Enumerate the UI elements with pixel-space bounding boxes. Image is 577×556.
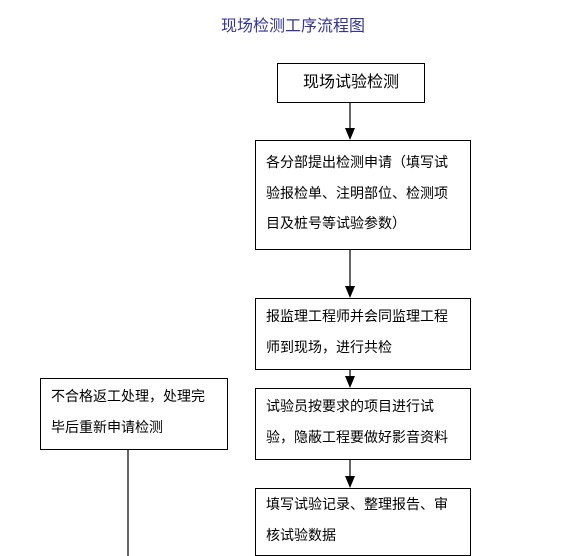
flow-node-label: 各分部提出检测申请（填写试验报检单、注明部位、检测项目及桩号等试验参数） — [266, 149, 460, 241]
flow-node-n5: 填写试验记录、整理报告、审核试验数据 — [255, 488, 471, 556]
flow-node-n3: 报监理工程师并会同监理工程师到现场，进行共检 — [255, 298, 471, 370]
flow-node-label: 填写试验记录、整理报告、审核试验数据 — [266, 491, 460, 553]
page-title: 现场检测工序流程图 — [221, 12, 365, 36]
flow-node-n4: 试验员按要求的项目进行试验，隐蔽工程要做好影音资料 — [255, 388, 471, 460]
edge-n2-n3 — [345, 250, 355, 298]
flow-node-n2: 各分部提出检测申请（填写试验报检单、注明部位、检测项目及桩号等试验参数） — [255, 140, 471, 250]
flow-node-label: 报监理工程师并会同监理工程师到现场，进行共检 — [266, 303, 460, 365]
edge-n4-n5 — [345, 460, 355, 488]
flow-node-n6: 不合格返工处理，处理完毕后重新申请检测 — [40, 378, 228, 450]
flow-node-n1: 现场试验检测 — [277, 63, 425, 103]
flow-node-label: 现场试验检测 — [288, 72, 414, 94]
flow-node-label: 试验员按要求的项目进行试验，隐蔽工程要做好影音资料 — [266, 393, 460, 455]
flow-node-label: 不合格返工处理，处理完毕后重新申请检测 — [51, 383, 217, 445]
edge-n3-n4 — [345, 370, 355, 388]
edge-n1-n2 — [345, 103, 355, 140]
flowchart-canvas: 现场检测工序流程图 现场试验检测各分部提出检测申请（填写试验报检单、注明部位、检… — [0, 0, 577, 556]
